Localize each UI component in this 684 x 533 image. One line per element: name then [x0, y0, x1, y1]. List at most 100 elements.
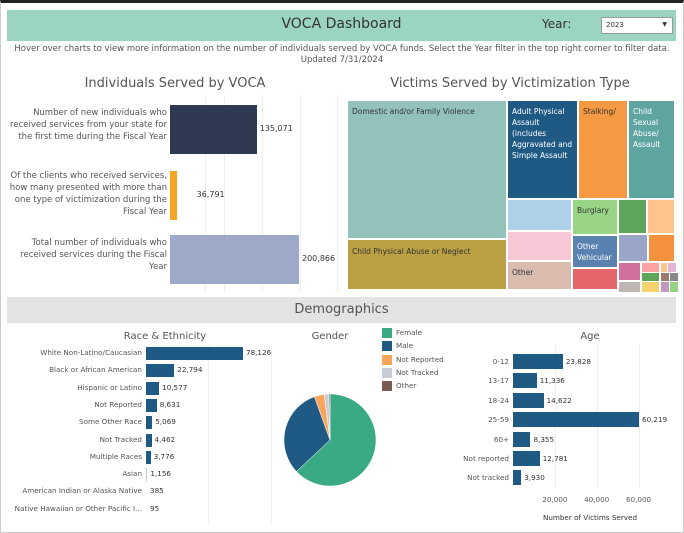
treemap-cell[interactable]	[648, 234, 675, 262]
race-value-label: 3,776	[153, 451, 175, 461]
treemap-cell-domestic-violence[interactable]: Domestic and/or Family Violence	[347, 100, 507, 239]
individuals-value-label: 200,866	[302, 254, 336, 263]
age-value-label: 14,622	[546, 395, 572, 405]
treemap-cell-adult-physical-assault[interactable]: Adult Physical Assault (includes Aggrava…	[507, 100, 578, 199]
pie-slice-female[interactable]	[296, 393, 377, 487]
treemap-cell[interactable]	[647, 199, 675, 234]
pie-slice-male[interactable]	[283, 396, 331, 472]
dashboard-title: VOCA Dashboard	[281, 16, 402, 32]
individuals-value-label: 135,071	[259, 124, 293, 133]
race-value-label: 385	[150, 486, 164, 496]
individuals-bar[interactable]	[170, 105, 257, 154]
individuals-bar-chart: Number of new individuals who received s…	[0, 95, 345, 295]
age-bar[interactable]	[513, 354, 563, 369]
race-bar[interactable]	[146, 433, 152, 447]
race-category-label: Some Other Race	[79, 417, 142, 427]
individuals-value-label: 36,791	[196, 190, 225, 199]
chevron-down-icon: ▼	[662, 21, 667, 28]
header-bar: VOCA Dashboard Year: 2023 ▼	[7, 10, 676, 41]
race-value-label: 4,462	[154, 434, 176, 444]
race-bar[interactable]	[146, 381, 160, 395]
treemap-cell[interactable]	[572, 268, 618, 290]
race-bar[interactable]	[146, 468, 148, 482]
individuals-bar[interactable]	[170, 235, 299, 284]
legend-label: Not Tracked	[396, 367, 439, 377]
age-category-label: Not tracked	[467, 473, 509, 483]
legend-label: Not Reported	[396, 354, 444, 364]
age-value-label: 23,828	[565, 357, 591, 366]
treemap-cell[interactable]	[669, 281, 679, 293]
pie-slice-other[interactable]	[328, 393, 331, 441]
race-bar[interactable]	[146, 450, 151, 464]
age-xtick-label: 40,000	[584, 495, 610, 504]
age-category-label: 60+	[493, 434, 509, 444]
age-category-label: 13-17	[488, 376, 509, 386]
treemap-cell-child-physical-abuse[interactable]: Child Physical Abuse or Neglect	[347, 239, 507, 290]
legend-label: Male	[396, 341, 414, 351]
victimization-chart-title: Victims Served by Victimization Type	[390, 76, 630, 91]
age-category-label: 0-12	[492, 357, 509, 366]
treemap-cell-child-sexual-abuse[interactable]: Child Sexual Abuse/ Assault	[628, 100, 675, 199]
gridline	[262, 95, 263, 292]
gender-pie-chart	[283, 393, 377, 487]
instructions-text: Hover over charts to view more informati…	[14, 44, 670, 64]
year-filter-label: Year:	[542, 17, 572, 31]
race-value-label: 5,069	[155, 417, 176, 427]
gridline	[224, 95, 225, 292]
race-category-label: Asian	[122, 469, 142, 479]
treemap-cell[interactable]	[618, 199, 647, 234]
year-filter-select[interactable]: 2023 ▼	[601, 17, 673, 34]
age-value-label: 12,781	[542, 454, 568, 463]
age-value-label: 3,930	[524, 473, 545, 483]
age-bar[interactable]	[513, 412, 639, 428]
race-value-label: 8,631	[159, 399, 181, 409]
treemap-cell[interactable]	[507, 231, 572, 261]
race-bar[interactable]	[146, 416, 153, 430]
individuals-category-label: Number of new individuals who received s…	[10, 108, 167, 142]
treemap-cell[interactable]	[507, 199, 572, 231]
treemap-cell[interactable]	[618, 281, 641, 293]
legend-label: Female	[396, 328, 422, 337]
age-category-label: 25-59	[488, 415, 509, 425]
race-bar[interactable]	[146, 364, 175, 378]
treemap-cell-burglary[interactable]: Burglary	[572, 199, 618, 235]
race-category-label: Multiple Races	[89, 451, 142, 461]
age-bar-chart: 20,000 40,000 60,000 Number of Victims Serv…	[440, 345, 680, 530]
age-xtick-label: 20,000	[542, 495, 568, 504]
gridline	[271, 345, 272, 525]
legend-swatch	[382, 354, 392, 365]
gridline	[208, 345, 209, 525]
year-filter-value: 2023	[606, 21, 624, 29]
race-value-label: 1,156	[150, 469, 171, 479]
race-bar[interactable]	[146, 398, 157, 412]
age-bar[interactable]	[513, 373, 537, 389]
treemap-cell-stalking[interactable]: Stalking/	[578, 100, 628, 199]
legend-swatch	[382, 367, 392, 378]
treemap-cell[interactable]	[641, 281, 660, 293]
age-bar[interactable]	[513, 431, 531, 447]
age-value-label: 8,355	[533, 434, 555, 444]
race-category-label: American Indian or Alaska Native	[22, 486, 142, 496]
legend-swatch	[382, 341, 392, 352]
race-bar[interactable]	[146, 347, 243, 360]
race-chart-title: Race & Ethnicity	[123, 331, 207, 342]
individuals-bar[interactable]	[170, 171, 177, 220]
age-bar[interactable]	[513, 470, 522, 486]
gridline	[337, 95, 338, 292]
race-category-label: Not Reported	[94, 399, 142, 409]
treemap-cell[interactable]	[618, 234, 648, 262]
gridline	[638, 345, 640, 488]
individuals-category-label: Total number of individuals who received…	[20, 238, 167, 272]
race-category-label: Black or African American	[49, 365, 142, 375]
treemap-cell[interactable]	[618, 262, 641, 281]
age-bar[interactable]	[513, 392, 544, 408]
age-bar[interactable]	[513, 451, 540, 466]
age-x-axis-title: Number of Victims Served	[542, 513, 638, 522]
demographics-band: Demographics	[7, 297, 676, 323]
age-value-label: 60,219	[642, 415, 668, 425]
treemap-cell-other[interactable]: Other	[507, 261, 572, 290]
legend-swatch	[382, 381, 392, 392]
legend-label: Other	[396, 381, 417, 391]
race-value-label: 78,126	[246, 348, 272, 357]
treemap-cell-other-vehicular[interactable]: Other Vehicular	[572, 235, 618, 268]
